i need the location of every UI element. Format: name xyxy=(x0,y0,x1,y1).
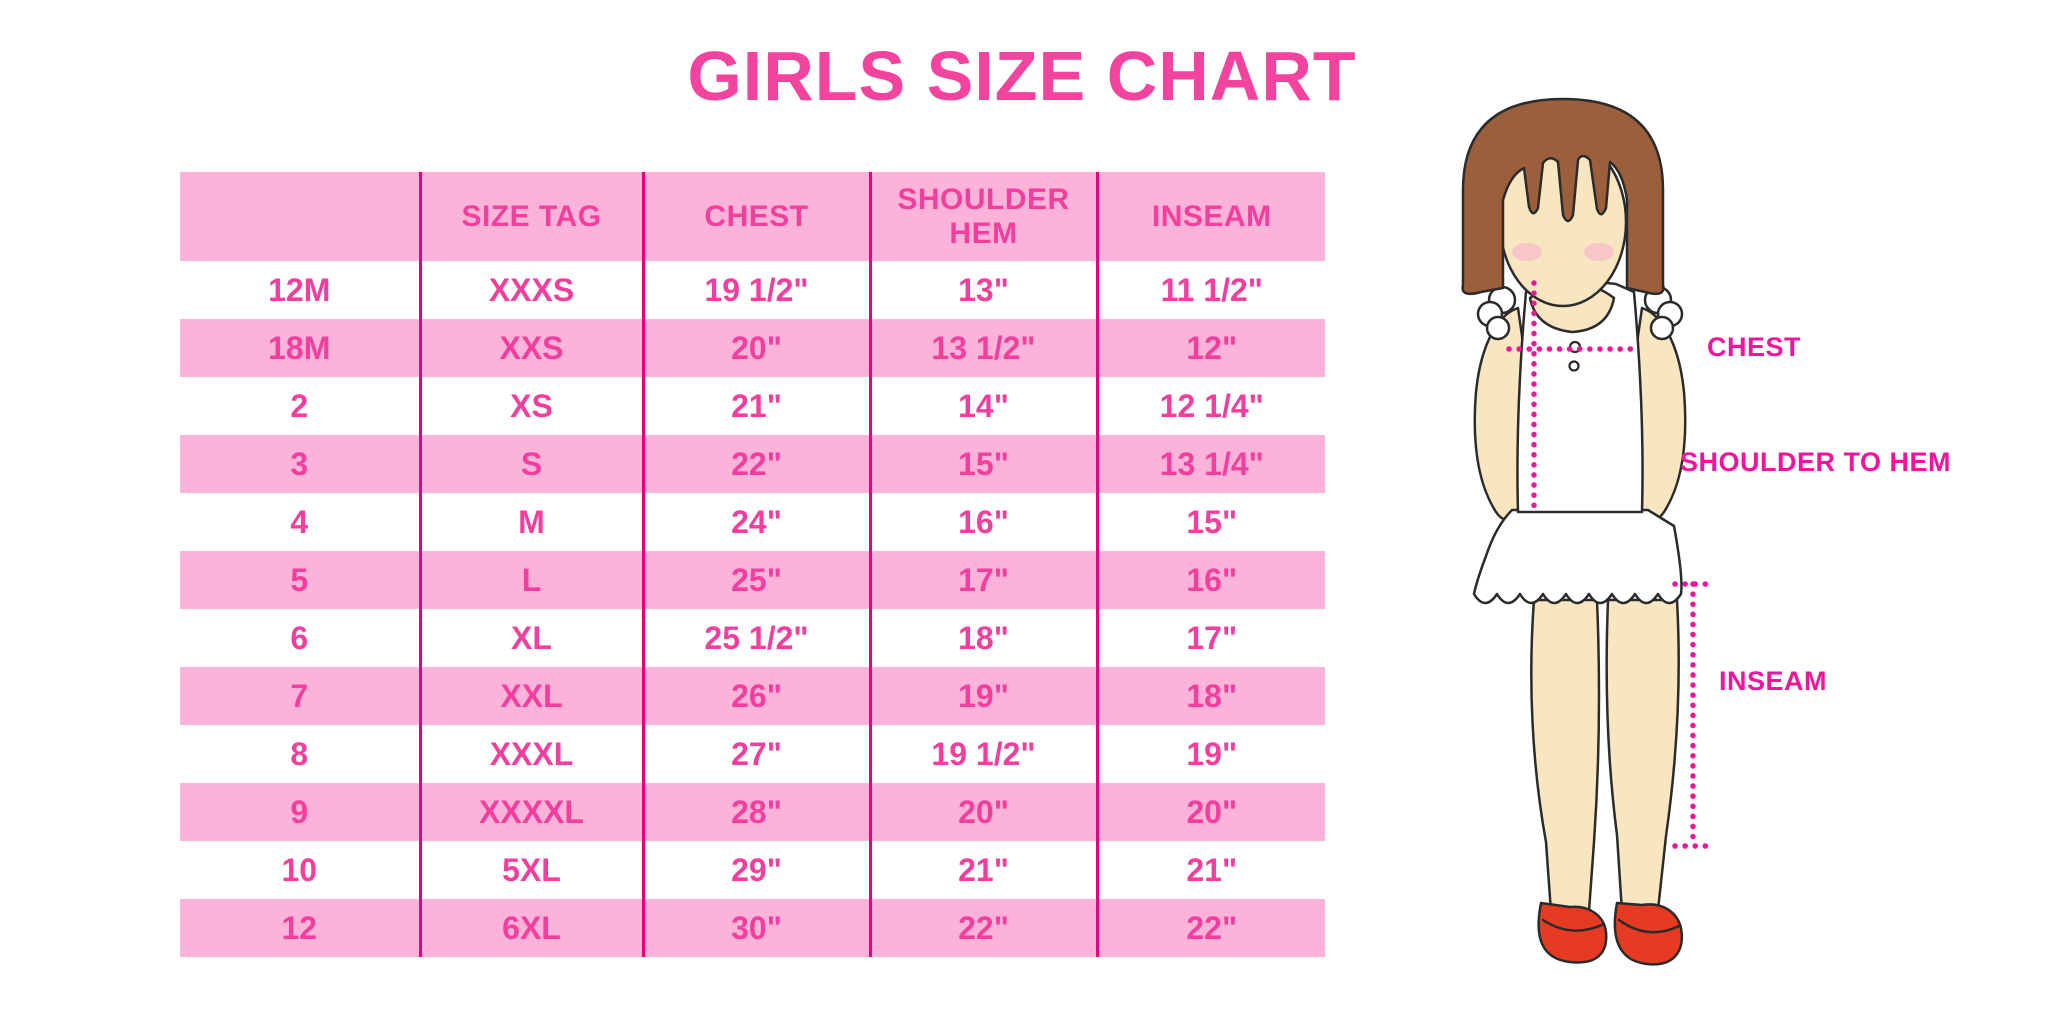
column-header-size xyxy=(180,172,420,261)
table-cell: 21" xyxy=(641,377,870,435)
table-row: 4 M 24" 16" 15" xyxy=(180,493,1325,551)
table-cell: 11 1/2" xyxy=(1095,261,1325,319)
table-cell: 25 1/2" xyxy=(641,609,870,667)
table-row: 12 6XL 30" 22" 22" xyxy=(180,899,1325,957)
girl-right-cheek-blush xyxy=(1584,243,1614,261)
table-row: 10 5XL 29" 21" 21" xyxy=(180,841,1325,899)
table-cell: 13 1/2" xyxy=(868,319,1097,377)
table-cell: 17" xyxy=(1095,609,1325,667)
column-header-shoulder-hem: SHOULDER HEM xyxy=(868,172,1097,261)
table-cell: 10 xyxy=(281,851,318,888)
table-cell: 22" xyxy=(1095,899,1325,957)
table-cell: XXXL xyxy=(418,725,643,783)
table-row: 6 XL 25 1/2" 18" 17" xyxy=(180,609,1325,667)
table-row: 9 XXXXL 28" 20" 20" xyxy=(180,783,1325,841)
table-row: 2 XS 21" 14" 12 1/4" xyxy=(180,377,1325,435)
page-title: GIRLS SIZE CHART xyxy=(687,37,1357,115)
table-cell: 15" xyxy=(868,435,1097,493)
table-row: 5 L 25" 17" 16" xyxy=(180,551,1325,609)
table-cell: 6 xyxy=(290,619,309,656)
measurement-dotted-lines xyxy=(1506,280,1714,849)
table-cell: 19" xyxy=(868,667,1097,725)
table-row: 7 XXL 26" 19" 18" xyxy=(180,667,1325,725)
girl-right-shoe xyxy=(1613,901,1684,966)
shoulder-to-hem-measure-label: SHOULDER TO HEM xyxy=(1680,447,1952,477)
table-cell: 13" xyxy=(868,261,1097,319)
table-cell: 19" xyxy=(1095,725,1325,783)
table-row: 12M XXXS 19 1/2" 13" 11 1/2" xyxy=(180,261,1325,319)
table-cell: 27" xyxy=(641,725,870,783)
table-cell: S xyxy=(418,435,643,493)
girl-dress-button-bottom xyxy=(1568,360,1580,372)
table-cell: 12M xyxy=(268,271,331,308)
girl-right-shoe-strap xyxy=(1617,918,1681,934)
table-row: 3 S 22" 15" 13 1/4" xyxy=(180,435,1325,493)
table-cell: 21" xyxy=(1095,841,1325,899)
table-cell: 8 xyxy=(290,735,309,772)
girl-left-cheek-blush xyxy=(1512,243,1542,261)
table-row: 8 XXXL 27" 19 1/2" 19" xyxy=(180,725,1325,783)
size-table-body: 12M XXXS 19 1/2" 13" 11 1/2" 18M XXS 20" 13 1/2"… xyxy=(180,261,1325,957)
inseam-measure-label: INSEAM xyxy=(1719,666,1828,696)
table-cell: 7 xyxy=(290,677,309,714)
table-cell: 2 xyxy=(290,387,309,424)
table-cell: 28" xyxy=(641,783,870,841)
table-cell: 18M xyxy=(268,329,331,366)
girl-right-leg xyxy=(1605,598,1680,914)
table-cell: 17" xyxy=(868,551,1097,609)
table-cell: XXL xyxy=(418,667,643,725)
girl-dress-bodice xyxy=(1516,278,1644,514)
table-cell: 19 1/2" xyxy=(641,261,870,319)
table-cell: 4 xyxy=(290,503,309,540)
table-cell: 19 1/2" xyxy=(868,725,1097,783)
table-cell: 5XL xyxy=(418,841,643,899)
girl-skirt xyxy=(1472,508,1683,605)
table-cell: 15" xyxy=(1095,493,1325,551)
table-cell: 16" xyxy=(1095,551,1325,609)
girl-hair xyxy=(1461,97,1665,296)
table-cell: 29" xyxy=(641,841,870,899)
table-cell: XXXXL xyxy=(418,783,643,841)
column-header-size-tag: SIZE TAG xyxy=(418,172,643,261)
table-cell: 30" xyxy=(641,899,870,957)
table-cell: XXS xyxy=(418,319,643,377)
girl-measurement-diagram-illustration xyxy=(1461,97,1714,966)
girl-left-shoe xyxy=(1537,901,1608,964)
table-cell: 20" xyxy=(1095,783,1325,841)
table-cell: 24" xyxy=(641,493,870,551)
table-cell: 20" xyxy=(868,783,1097,841)
table-cell: 26" xyxy=(641,667,870,725)
table-cell: 25" xyxy=(641,551,870,609)
girl-left-shoe-strap xyxy=(1541,918,1606,932)
table-row: 18M XXS 20" 13 1/2" 12" xyxy=(180,319,1325,377)
table-cell: 13 1/4" xyxy=(1095,435,1325,493)
table-cell: 16" xyxy=(868,493,1097,551)
table-header-row: SIZE TAG CHEST SHOULDER HEM INSEAM xyxy=(180,172,1325,261)
table-cell: XL xyxy=(418,609,643,667)
column-header-inseam: INSEAM xyxy=(1095,172,1325,261)
table-cell: L xyxy=(418,551,643,609)
column-header-chest: CHEST xyxy=(641,172,870,261)
table-cell: 5 xyxy=(290,561,309,598)
table-cell: 22" xyxy=(641,435,870,493)
table-cell: 3 xyxy=(290,445,309,482)
table-cell: 18" xyxy=(868,609,1097,667)
table-cell: XXXS xyxy=(418,261,643,319)
chest-measure-label: CHEST xyxy=(1707,332,1802,362)
table-cell: 21" xyxy=(868,841,1097,899)
table-cell: 12" xyxy=(1095,319,1325,377)
size-chart-table: SIZE TAG CHEST SHOULDER HEM INSEAM 12M XX… xyxy=(180,172,1325,957)
table-cell: 22" xyxy=(868,899,1097,957)
table-cell: XS xyxy=(418,377,643,435)
table-cell: M xyxy=(418,493,643,551)
table-cell: 18" xyxy=(1095,667,1325,725)
table-cell: 9 xyxy=(290,793,309,830)
table-cell: 6XL xyxy=(418,899,643,957)
table-cell: 12 xyxy=(281,909,318,946)
table-cell: 20" xyxy=(641,319,870,377)
girl-left-leg xyxy=(1530,598,1601,914)
table-cell: 14" xyxy=(868,377,1097,435)
table-cell: 12 1/4" xyxy=(1095,377,1325,435)
